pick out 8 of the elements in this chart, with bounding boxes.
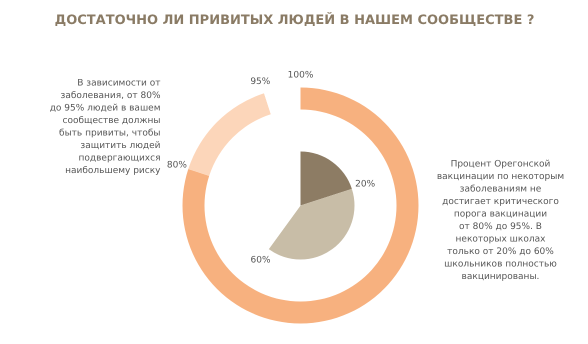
text: 20% bbox=[355, 179, 376, 190]
text: В зависимости от заболевания, от 80% до 95% людей в вашем сообществе должны быть привиты, чтобы защитить людей подвергающихся наибольшему риску bbox=[50, 78, 162, 176]
text: 95% bbox=[250, 76, 271, 87]
text: 100% bbox=[288, 70, 314, 80]
text: 60% bbox=[250, 256, 271, 266]
chart-title: ДОСТАТОЧНО ЛИ ПРИВИТЫХ ЛЮДЕЙ В НАШЕМ СООБЩЕСТВЕ ? bbox=[54, 11, 534, 28]
text: Процент Орегонской вакцинации по некоторым заболеваниям не достигает критического порога вакцинации от 80% до 95%. В некоторых школах только от 20% до 60% школьников полностью вакцинированы. bbox=[436, 160, 564, 282]
text: 80% bbox=[166, 160, 188, 170]
